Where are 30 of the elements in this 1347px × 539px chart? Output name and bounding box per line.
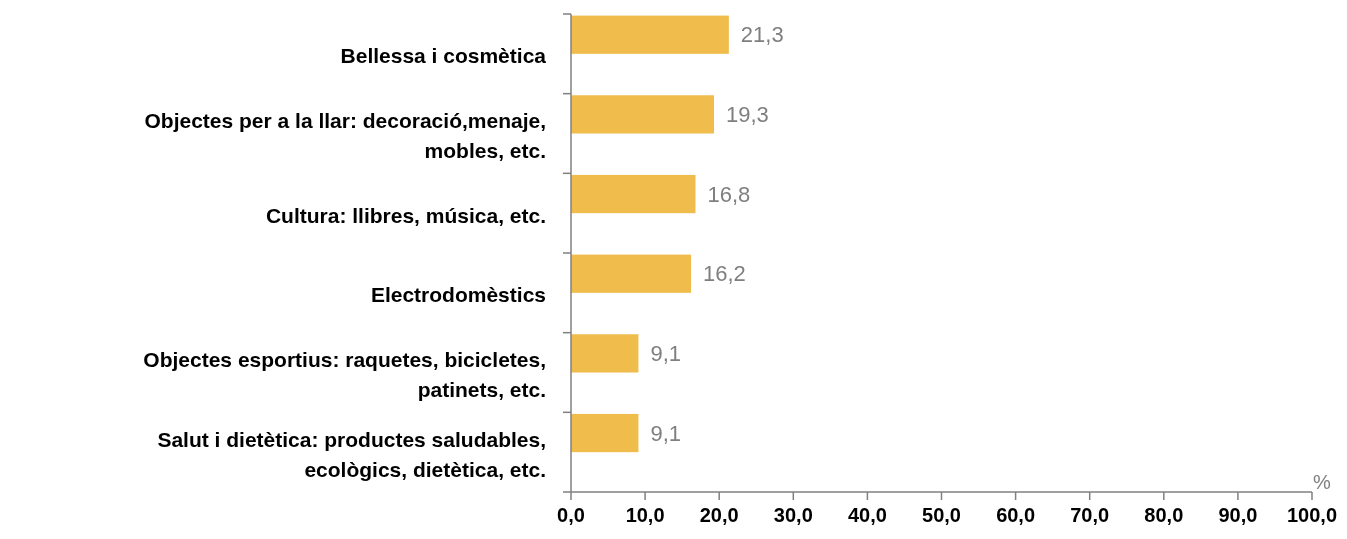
bar [571,413,639,453]
data-label: 16,8 [707,181,751,207]
x-tick-label: 70,0 [1070,504,1110,526]
bar [571,15,729,54]
y-tick-label: Salut i dietètica: productes saludables, ecològics, dietètica, etc. [157,427,546,481]
x-tick-label: 10,0 [625,504,665,526]
x-tick-label: 50,0 [922,504,961,526]
x-tick-label: 20,0 [699,504,739,526]
x-tick-label: 60,0 [996,504,1036,526]
data-label: 9,1 [650,420,682,446]
bar [571,174,696,214]
data-label: 21,3 [740,22,784,48]
bar [571,95,715,134]
y-tick-label: Objectes esportius: raquetes, bicicletes, patinets, etc. [143,347,546,401]
x-tick-label: 40,0 [847,504,887,526]
x-axis-title: % [1313,471,1332,493]
y-tick-label: Cultura: llibres, música, etc. [265,203,546,227]
x-tick-label: 80,0 [1144,504,1184,526]
x-tick-label: 0,0 [557,504,585,526]
bar [571,334,639,373]
x-tick-label: 90,0 [1218,504,1258,526]
y-tick-label: Electrodomèstics [370,283,546,307]
data-label: 16,2 [703,261,746,287]
data-label: 9,1 [650,341,682,367]
data-label: 19,3 [726,102,769,128]
x-tick-label: 30,0 [773,504,813,526]
bar [571,254,692,293]
y-tick-label: Bellessa i cosmètica [340,44,547,68]
y-tick-label: Objectes per a la llar: decoració,menaje, mobles, etc. [144,108,546,162]
x-tick-label: 100,0 [1286,504,1338,526]
